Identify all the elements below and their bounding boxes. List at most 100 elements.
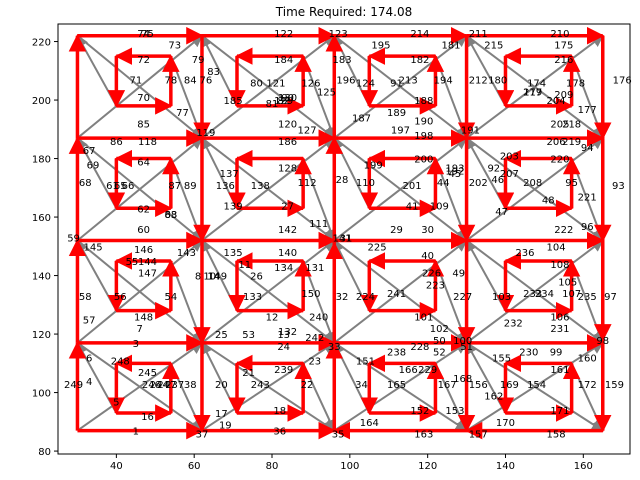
node-label-202: 202 [469, 178, 488, 189]
node-label-86: 86 [110, 137, 123, 148]
node-label-72: 72 [137, 55, 150, 66]
node-label-162: 162 [484, 391, 503, 402]
node-label-197: 197 [391, 125, 410, 136]
node-label-211: 211 [469, 29, 488, 40]
node-label-64: 64 [137, 157, 150, 168]
node-label-193: 193 [445, 163, 464, 174]
y-tick-label-200: 200 [32, 96, 51, 107]
node-label-109: 109 [430, 201, 449, 212]
node-label-77: 77 [176, 108, 189, 119]
edge-3 [201, 137, 336, 242]
node-label-59: 59 [67, 234, 80, 245]
node-label-121: 121 [266, 79, 285, 90]
node-label-105: 105 [558, 277, 577, 288]
node-label-167: 167 [438, 380, 457, 391]
node-label-192: 192 [445, 166, 464, 177]
node-label-55: 55 [126, 257, 139, 268]
node-label-26: 26 [250, 272, 263, 283]
edge-58 [333, 137, 371, 209]
node-label-233: 233 [523, 289, 542, 300]
edge-19 [201, 34, 336, 139]
node-label-45: 45 [449, 169, 462, 180]
node-label-96: 96 [581, 222, 594, 233]
node-label-35: 35 [332, 430, 345, 441]
edge-27 [76, 137, 203, 242]
node-label-10: 10 [203, 272, 216, 283]
node-label-209: 209 [554, 90, 573, 101]
node-label-3: 3 [133, 339, 139, 350]
node-label-175: 175 [554, 40, 573, 51]
node-label-227: 227 [453, 292, 472, 303]
node-label-93: 93 [612, 181, 625, 192]
node-label-196: 196 [336, 76, 355, 87]
node-label-73: 73 [168, 40, 181, 51]
node-label-210: 210 [550, 29, 569, 40]
node-label-111: 111 [309, 219, 328, 230]
node-label-8: 8 [195, 272, 201, 283]
y-tick-label-100: 100 [32, 389, 51, 400]
node-label-152: 152 [410, 406, 429, 417]
edge-25 [76, 239, 203, 344]
node-label-80: 80 [250, 79, 263, 90]
node-label-235: 235 [578, 292, 597, 303]
node-label-130: 130 [278, 93, 297, 104]
node-label-22: 22 [301, 380, 314, 391]
node-label-225: 225 [368, 242, 387, 253]
node-label-228: 228 [410, 342, 429, 353]
chart-title: Time Required: 174.08 [275, 5, 412, 19]
node-label-172: 172 [578, 380, 597, 391]
node-label-213: 213 [399, 76, 418, 87]
node-label-48: 48 [542, 196, 555, 207]
node-label-170: 170 [496, 418, 515, 429]
node-label-223: 223 [426, 280, 445, 291]
node-label-20: 20 [215, 380, 228, 391]
node-label-17: 17 [215, 409, 228, 420]
edge-48 [76, 341, 118, 414]
node-label-119: 119 [196, 128, 215, 139]
node-label-125: 125 [317, 87, 336, 98]
node-label-229: 229 [418, 365, 437, 376]
node-label-81: 81 [266, 99, 279, 110]
node-label-54: 54 [164, 292, 177, 303]
node-label-194: 194 [434, 76, 453, 87]
node-label-126: 126 [301, 79, 320, 90]
node-label-36: 36 [273, 427, 286, 438]
node-label-226: 226 [422, 269, 441, 280]
node-label-23: 23 [308, 356, 321, 367]
node-label-148: 148 [134, 313, 153, 324]
node-label-205: 205 [550, 119, 569, 130]
node-label-103: 103 [492, 292, 511, 303]
node-label-186: 186 [278, 137, 297, 148]
edge-5 [333, 239, 468, 344]
node-label-144: 144 [138, 257, 157, 268]
node-label-151: 151 [356, 356, 375, 367]
node-label-27: 27 [281, 201, 294, 212]
node-label-75: 75 [141, 29, 154, 40]
node-label-76: 76 [199, 76, 212, 87]
node-label-118: 118 [138, 137, 157, 148]
node-label-160: 160 [578, 353, 597, 364]
node-label-141: 141 [333, 234, 352, 245]
node-label-19: 19 [219, 421, 232, 432]
node-label-150: 150 [301, 289, 320, 300]
node-label-231: 231 [550, 324, 569, 335]
node-label-52: 52 [433, 348, 446, 359]
node-label-142: 142 [278, 225, 297, 236]
edge-7 [333, 137, 468, 242]
node-label-112: 112 [297, 178, 316, 189]
node-label-221: 221 [578, 193, 597, 204]
node-label-230: 230 [519, 348, 538, 359]
node-label-189: 189 [387, 108, 406, 119]
y-tick-label-120: 120 [32, 330, 51, 341]
node-label-90: 90 [281, 93, 294, 104]
node-label-34: 34 [355, 380, 368, 391]
node-label-137: 137 [220, 169, 239, 180]
node-label-179: 179 [523, 87, 542, 98]
node-label-98: 98 [596, 336, 609, 347]
node-label-140: 140 [278, 248, 297, 259]
node-label-24: 24 [277, 342, 290, 353]
node-label-201: 201 [403, 181, 422, 192]
node-label-104: 104 [547, 242, 566, 253]
node-label-234: 234 [535, 289, 554, 300]
